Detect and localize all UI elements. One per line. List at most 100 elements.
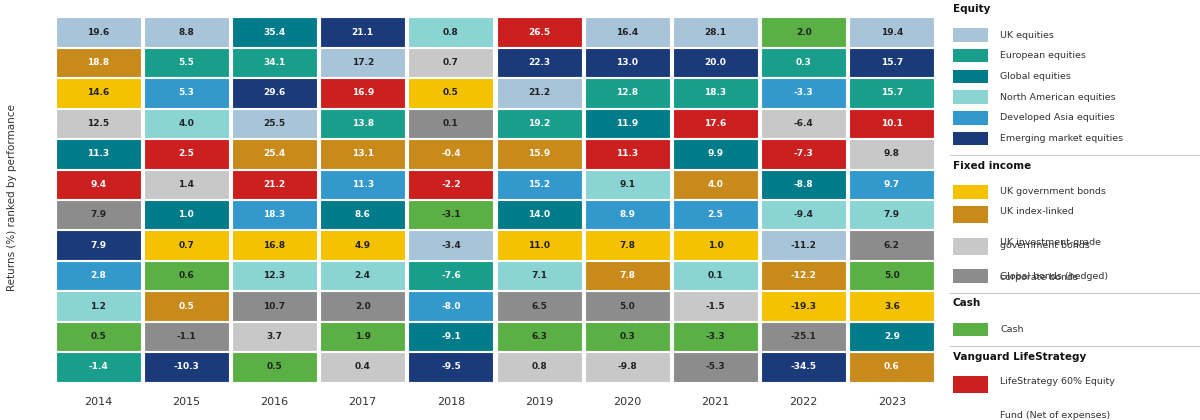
Text: 1.4: 1.4	[179, 180, 194, 189]
Bar	[408, 200, 493, 229]
Text: 5.0: 5.0	[884, 271, 900, 280]
Text: 11.0: 11.0	[528, 241, 550, 249]
Text: 0.1: 0.1	[708, 271, 724, 280]
Text: Fixed income: Fixed income	[953, 161, 1031, 171]
Bar	[850, 17, 935, 47]
Text: 7.9: 7.9	[90, 210, 106, 219]
Bar	[584, 109, 670, 138]
Text: -9.5: -9.5	[442, 362, 461, 371]
Text: 1.9: 1.9	[355, 332, 371, 341]
Text: -2.2: -2.2	[442, 180, 461, 189]
Text: 5.3: 5.3	[179, 89, 194, 97]
Bar	[850, 322, 935, 351]
Bar	[497, 261, 582, 290]
Bar	[953, 323, 988, 336]
Text: 17.6: 17.6	[704, 119, 727, 128]
Text: 7.9: 7.9	[884, 210, 900, 219]
Bar	[144, 352, 229, 382]
Bar	[408, 109, 493, 138]
Text: 2018: 2018	[437, 397, 466, 407]
Text: 2.0: 2.0	[355, 302, 371, 310]
Text: North American equities: North American equities	[1001, 93, 1116, 102]
Text: European equities: European equities	[1001, 51, 1086, 60]
Bar	[55, 261, 140, 290]
Bar	[673, 322, 758, 351]
Text: 16.4: 16.4	[616, 28, 638, 37]
Text: 14.0: 14.0	[528, 210, 550, 219]
Text: UK government bonds: UK government bonds	[1001, 187, 1106, 196]
Bar	[953, 132, 988, 145]
Bar	[497, 291, 582, 321]
Bar	[497, 322, 582, 351]
Text: UK index-linked: UK index-linked	[1001, 207, 1074, 215]
Text: -9.1: -9.1	[442, 332, 461, 341]
Bar	[144, 170, 229, 199]
Bar	[320, 17, 406, 47]
Bar	[55, 139, 140, 168]
Bar	[408, 17, 493, 47]
Text: 2.5: 2.5	[708, 210, 724, 219]
Text: Equity: Equity	[953, 4, 990, 14]
Bar	[320, 170, 406, 199]
Bar	[953, 269, 988, 283]
Text: 2.9: 2.9	[884, 332, 900, 341]
Bar	[953, 49, 988, 63]
Bar	[584, 231, 670, 260]
Text: -7.3: -7.3	[794, 150, 814, 158]
Bar	[761, 231, 846, 260]
Text: 4.0: 4.0	[179, 119, 194, 128]
Text: 0.1: 0.1	[443, 119, 458, 128]
Bar	[761, 139, 846, 168]
Text: UK investment-grade: UK investment-grade	[1001, 239, 1102, 247]
Bar	[850, 170, 935, 199]
Bar	[232, 139, 317, 168]
Bar	[584, 322, 670, 351]
Text: 6.2: 6.2	[884, 241, 900, 249]
Bar	[144, 139, 229, 168]
Bar	[673, 352, 758, 382]
Text: 18.8: 18.8	[88, 58, 109, 67]
Bar	[673, 231, 758, 260]
Bar	[320, 291, 406, 321]
Text: 0.6: 0.6	[884, 362, 900, 371]
Text: 9.8: 9.8	[884, 150, 900, 158]
Text: 21.2: 21.2	[264, 180, 286, 189]
Text: 2.5: 2.5	[179, 150, 194, 158]
Text: -3.1: -3.1	[442, 210, 461, 219]
Text: 15.9: 15.9	[528, 150, 551, 158]
Bar	[497, 200, 582, 229]
Text: 2022: 2022	[790, 397, 818, 407]
Text: 19.2: 19.2	[528, 119, 551, 128]
Text: 9.9: 9.9	[708, 150, 724, 158]
Bar	[584, 170, 670, 199]
Bar	[497, 231, 582, 260]
Text: 15.2: 15.2	[528, 180, 550, 189]
Text: -34.5: -34.5	[791, 362, 817, 371]
Text: 10.1: 10.1	[881, 119, 902, 128]
Bar	[673, 78, 758, 108]
Bar	[320, 48, 406, 77]
Text: 16.9: 16.9	[352, 89, 374, 97]
Bar	[320, 109, 406, 138]
Bar	[761, 17, 846, 47]
Text: 21.1: 21.1	[352, 28, 373, 37]
Bar	[584, 17, 670, 47]
Bar	[55, 170, 140, 199]
Bar	[232, 200, 317, 229]
Bar	[673, 48, 758, 77]
Text: -6.4: -6.4	[794, 119, 814, 128]
Bar	[320, 78, 406, 108]
Text: -7.6: -7.6	[442, 271, 461, 280]
Text: LifeStrategy 60% Equity: LifeStrategy 60% Equity	[1001, 376, 1115, 386]
Text: 2.0: 2.0	[796, 28, 811, 37]
Bar	[953, 70, 988, 83]
Bar	[584, 291, 670, 321]
Bar	[761, 352, 846, 382]
Bar	[320, 139, 406, 168]
Bar	[320, 261, 406, 290]
Bar	[320, 231, 406, 260]
Text: 8.8: 8.8	[179, 28, 194, 37]
Bar	[497, 352, 582, 382]
Text: 35.4: 35.4	[263, 28, 286, 37]
Bar	[953, 111, 988, 125]
